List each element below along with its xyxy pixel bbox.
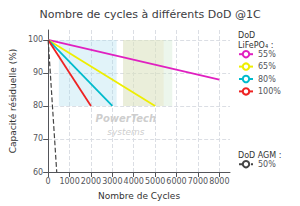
svg-text:6000: 6000 — [166, 177, 186, 186]
svg-text:PowerTech: PowerTech — [96, 113, 157, 124]
svg-text:1000: 1000 — [59, 177, 79, 186]
svg-text:80%: 80% — [258, 75, 276, 84]
svg-text:65%: 65% — [258, 62, 276, 71]
svg-text:3000: 3000 — [102, 177, 122, 186]
svg-text:Capacité résiduelle (%): Capacité résiduelle (%) — [8, 49, 18, 154]
svg-text:4000: 4000 — [124, 177, 144, 186]
svg-text:2000: 2000 — [81, 177, 101, 186]
svg-text:5000: 5000 — [145, 177, 165, 186]
svg-text:systems: systems — [107, 127, 145, 137]
svg-text:7000: 7000 — [188, 177, 208, 186]
svg-text:8000: 8000 — [209, 177, 229, 186]
svg-text:Nombre de cycles à différents: Nombre de cycles à différents DoD @1C — [39, 8, 260, 21]
svg-text:50%: 50% — [258, 160, 276, 169]
svg-text:DoD: DoD — [238, 31, 255, 40]
svg-text:Nombre de Cycles: Nombre de Cycles — [98, 191, 180, 201]
svg-text:80: 80 — [33, 101, 43, 110]
svg-text:60: 60 — [33, 168, 43, 177]
svg-text:DoD AGM :: DoD AGM : — [238, 151, 281, 160]
svg-text:70: 70 — [33, 134, 43, 143]
svg-text:100: 100 — [28, 35, 43, 44]
svg-text:LiFePO₄ :: LiFePO₄ : — [238, 41, 273, 50]
svg-text:55%: 55% — [258, 50, 276, 59]
svg-text:0: 0 — [46, 177, 51, 186]
svg-text:100%: 100% — [258, 87, 281, 96]
svg-text:90: 90 — [33, 68, 43, 77]
